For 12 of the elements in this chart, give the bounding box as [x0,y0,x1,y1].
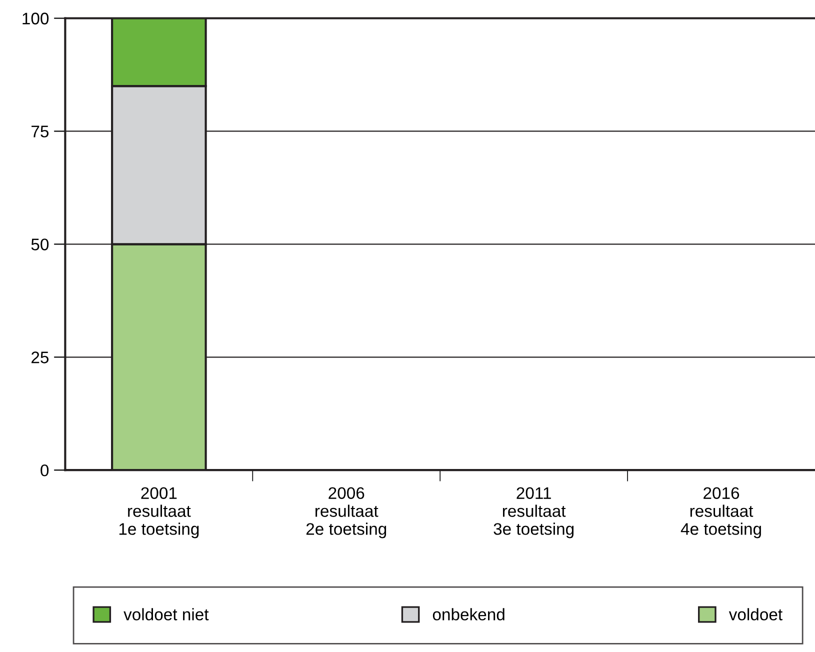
y-tick-label: 75 [32,126,49,138]
y-tick-label: 100 [22,12,49,24]
x-tick-label: 2011 resultaat 3e toetsing [494,487,574,538]
legend-label: voldoet [728,608,782,620]
x-tick-label: 2001 resultaat 1e toetsing [119,487,199,538]
y-tick-label: 25 [32,352,49,364]
y-tick-label: 0 [40,464,49,476]
x-tick-label: 2006 resultaat 2e toetsing [306,487,386,538]
y-tick-label: 50 [31,238,49,250]
legend-label: voldoet niet [124,608,209,620]
x-tick-label: 2016 resultaat 4e toetsing [680,487,761,538]
legend-label: onbekend [432,608,504,620]
